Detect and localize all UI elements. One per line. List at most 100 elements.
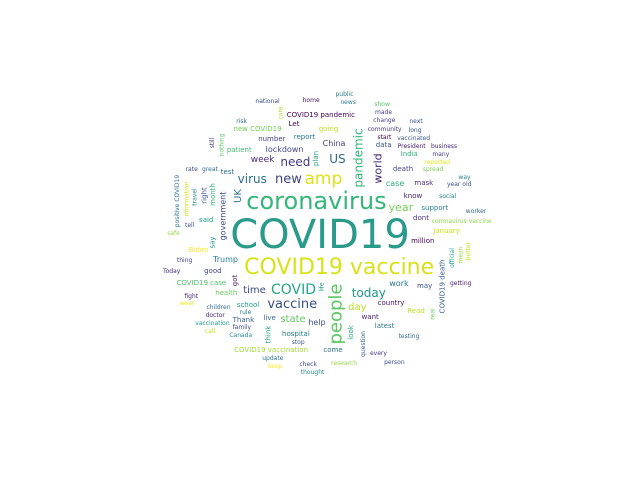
word-69: rule: [239, 308, 252, 316]
word-104: home: [302, 97, 320, 104]
word-113: real: [429, 308, 437, 320]
word-83: official: [448, 247, 456, 268]
word-19: week: [250, 155, 275, 166]
word-110: year old: [446, 180, 472, 188]
word-35: school: [236, 300, 260, 309]
word-82: Canada: [229, 332, 253, 340]
word-56: Biden: [188, 245, 209, 254]
word-3: people: [325, 283, 347, 345]
word-95: check: [299, 361, 317, 369]
word-75: community: [367, 125, 402, 133]
word-97: vaccination: [195, 319, 230, 327]
word-118: still: [209, 137, 217, 149]
word-45: test: [220, 167, 235, 176]
word-24: work: [389, 279, 409, 289]
word-124: business: [430, 143, 458, 151]
word-62: come: [323, 346, 343, 355]
word-126: worker: [465, 207, 487, 215]
word-37: death: [392, 165, 414, 174]
word-58: right: [200, 187, 209, 204]
word-127: person: [384, 358, 405, 366]
word-9: today: [351, 285, 386, 300]
word-112: thought: [300, 368, 325, 376]
word-103: care: [277, 106, 285, 120]
word-88: positive COVID19: [174, 174, 182, 227]
word-46: going: [318, 125, 339, 134]
word-18: UK: [233, 188, 245, 203]
word-100: safe: [167, 229, 180, 237]
word-28: plan: [311, 150, 320, 166]
word-52: latest: [374, 322, 395, 330]
word-85: thing: [176, 256, 193, 264]
word-114: keep: [267, 363, 283, 371]
word-44: said: [199, 215, 214, 224]
word-94: every: [369, 350, 387, 358]
word-63: COVID19 death: [438, 259, 446, 314]
word-27: know: [403, 191, 423, 200]
word-12: US: [329, 152, 346, 167]
word-10: need: [280, 154, 311, 169]
word-55: patient: [226, 145, 252, 154]
word-31: country: [377, 299, 405, 308]
word-29: dont: [413, 213, 429, 222]
word-81: social: [439, 193, 457, 201]
word-74: children: [206, 304, 231, 312]
word-101: rate: [185, 165, 198, 173]
word-80: great: [202, 166, 218, 174]
word-71: start: [377, 133, 392, 141]
word-65: COVID19 case: [176, 278, 227, 287]
word-34: live: [263, 314, 276, 323]
word-102: risk: [236, 117, 247, 125]
word-59: India: [400, 150, 418, 159]
word-26: help: [308, 317, 326, 327]
word-86: change: [373, 117, 396, 125]
word-36: report: [293, 133, 316, 142]
word-39: hospital: [282, 330, 310, 339]
word-84: doctor: [205, 311, 225, 319]
word-91: testing: [398, 333, 420, 341]
word-119: national: [255, 98, 280, 106]
word-76: President: [397, 143, 426, 151]
word-99: fight: [184, 292, 199, 300]
word-98: nothing: [218, 133, 226, 157]
word-96: update: [262, 354, 284, 362]
word-8: pandemic: [351, 128, 366, 188]
word-78: travel: [191, 188, 199, 206]
word-7: vaccine: [267, 296, 318, 312]
word-23: government: [217, 191, 227, 241]
word-72: family: [232, 324, 252, 332]
word-73: question: [360, 330, 368, 357]
word-107: long: [408, 126, 422, 134]
word-40: health: [215, 289, 238, 298]
word-14: year: [388, 200, 414, 214]
word-87: vaccinated: [397, 135, 431, 143]
word-13: world: [371, 153, 385, 184]
word-68: life: [319, 282, 327, 292]
word-125: way: [458, 173, 471, 181]
word-116: wear: [179, 300, 195, 308]
word-47: data: [375, 141, 392, 150]
word-32: want: [361, 313, 379, 322]
word-20: Trump: [213, 255, 238, 265]
word-53: think: [264, 325, 273, 344]
word-120: public: [335, 91, 354, 99]
word-2: COVID19 vaccine: [244, 254, 435, 280]
word-25: China: [322, 139, 346, 149]
word-121: show: [374, 100, 390, 108]
word-115: call: [204, 327, 216, 335]
word-21: lockdown: [265, 144, 304, 154]
word-111: getting: [449, 280, 472, 288]
word-41: good: [204, 266, 222, 275]
word-17: state: [280, 313, 306, 325]
word-49: mask: [414, 179, 434, 188]
word-54: Thank: [232, 315, 255, 324]
word-105: news: [340, 98, 356, 106]
word-108: mean: [457, 246, 465, 264]
word-61: Read: [407, 306, 425, 315]
word-123: better: [465, 242, 473, 261]
word-60: January: [433, 226, 460, 235]
word-57: Let: [288, 120, 300, 129]
word-48: month: [209, 183, 218, 207]
word-38: say: [208, 235, 217, 249]
